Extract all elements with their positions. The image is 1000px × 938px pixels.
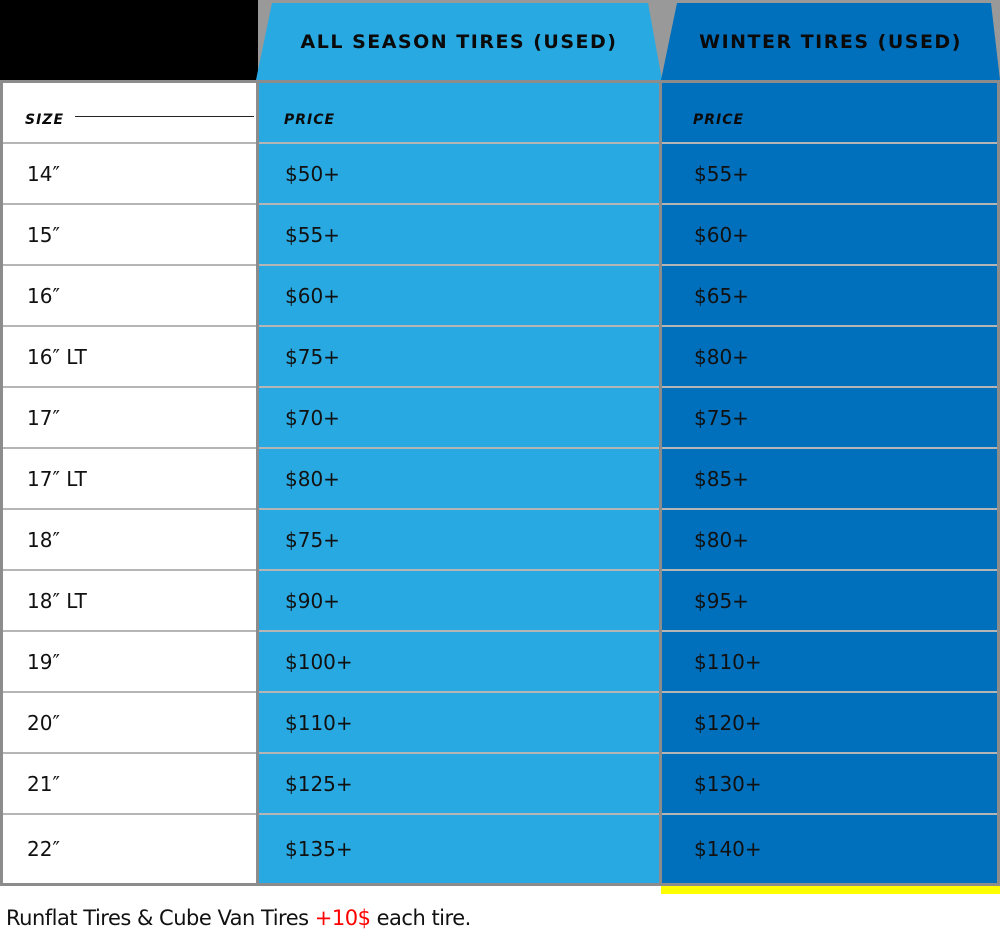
price-table: SIZE 14″ 15″ 16″ 16″ LT 17″ 17″ LT 18″ 1… [0, 80, 1000, 886]
size-cell: 16″ [27, 283, 60, 308]
table-row: 21″ [3, 754, 258, 815]
winter-price-cell: $80+ [694, 344, 749, 369]
table-row: $70+ [259, 388, 662, 449]
all-season-price-cell: $100+ [285, 649, 353, 674]
table-row: 22″ [3, 815, 258, 883]
size-cell: 22″ [27, 837, 60, 861]
winter-price-cell: $140+ [694, 837, 762, 861]
all-season-price-label: PRICE [284, 112, 336, 128]
table-row: $60+ [662, 205, 997, 266]
size-cell: 18″ [27, 527, 60, 552]
table-row: $75+ [662, 388, 997, 449]
size-cell: 18″ LT [27, 588, 87, 613]
all-season-column: PRICE $50+ $55+ $60+ $75+ $70+ $80+ $75+… [256, 80, 662, 886]
all-season-price-cell: $125+ [285, 771, 353, 796]
all-season-price-cell: $90+ [285, 588, 340, 613]
all-season-price-cell: $50+ [285, 161, 340, 186]
table-row: 14″ [3, 144, 258, 205]
table-row: $60+ [259, 266, 662, 327]
size-cell: 15″ [27, 222, 60, 247]
size-cell: 19″ [27, 649, 60, 674]
winter-price-label: PRICE [693, 112, 745, 128]
table-row: 15″ [3, 205, 258, 266]
size-cell: 17″ LT [27, 466, 87, 491]
table-row: $75+ [259, 510, 662, 571]
size-cell: 16″ LT [27, 344, 87, 369]
winter-header-tab: WINTER TIRES (USED) [661, 3, 1000, 80]
table-row: $125+ [259, 754, 662, 815]
winter-price-cell: $120+ [694, 710, 762, 735]
size-cell: 21″ [27, 771, 60, 796]
winter-price-cell: $60+ [694, 222, 749, 247]
winter-price-cell: $80+ [694, 527, 749, 552]
winter-price-cell: $55+ [694, 161, 749, 186]
all-season-price-cell: $110+ [285, 710, 353, 735]
footnote-prefix: Runflat Tires & Cube Van Tires [6, 906, 315, 930]
table-row: $110+ [259, 693, 662, 754]
table-row: $100+ [259, 632, 662, 693]
winter-price-cell: $85+ [694, 466, 749, 491]
table-row: 19″ [3, 632, 258, 693]
footnote-highlight: +10$ [314, 906, 371, 930]
table-row: 20″ [3, 693, 258, 754]
table-row: $135+ [259, 815, 662, 883]
winter-price-cell: $130+ [694, 771, 762, 796]
winter-column: PRICE $55+ $60+ $65+ $80+ $75+ $85+ $80+… [659, 80, 1000, 886]
all-season-price-cell: $55+ [285, 222, 340, 247]
table-row: 17″ [3, 388, 258, 449]
winter-price-cell: $75+ [694, 405, 749, 430]
size-column: SIZE 14″ 15″ 16″ 16″ LT 17″ 17″ LT 18″ 1… [0, 80, 258, 886]
winter-price-cell: $95+ [694, 588, 749, 613]
table-row: $50+ [259, 144, 662, 205]
all-season-price-cell: $70+ [285, 405, 340, 430]
all-season-price-cell: $75+ [285, 527, 340, 552]
table-row: 17″ LT [3, 449, 258, 510]
size-cell: 20″ [27, 710, 60, 735]
table-row: $90+ [259, 571, 662, 632]
table-row: 18″ LT [3, 571, 258, 632]
table-row: $65+ [662, 266, 997, 327]
winter-price-header: PRICE [662, 83, 997, 144]
table-row: 16″ LT [3, 327, 258, 388]
size-header-label: SIZE [25, 112, 65, 128]
table-row: $55+ [259, 205, 662, 266]
size-cell: 14″ [27, 161, 60, 186]
table-row: $80+ [662, 510, 997, 571]
table-row: $95+ [662, 571, 997, 632]
table-row: $120+ [662, 693, 997, 754]
all-season-header-tab: ALL SEASON TIRES (USED) [256, 3, 662, 80]
table-row: $55+ [662, 144, 997, 205]
table-row: $75+ [259, 327, 662, 388]
all-season-price-cell: $135+ [285, 837, 353, 861]
winter-price-cell: $110+ [694, 649, 762, 674]
all-season-price-cell: $75+ [285, 344, 340, 369]
all-season-title: ALL SEASON TIRES (USED) [300, 30, 618, 53]
accent-bar [661, 886, 1000, 894]
table-row: $80+ [259, 449, 662, 510]
table-row: 16″ [3, 266, 258, 327]
all-season-price-cell: $80+ [285, 466, 340, 491]
table-row: $85+ [662, 449, 997, 510]
header-corner-background [0, 0, 258, 80]
table-row: $140+ [662, 815, 997, 883]
table-row: $110+ [662, 632, 997, 693]
footnote-suffix: each tire. [370, 906, 472, 930]
winter-title: WINTER TIRES (USED) [699, 30, 962, 53]
size-cell: 17″ [27, 405, 60, 430]
footnote: Runflat Tires & Cube Van Tires +10$ each… [6, 906, 471, 930]
header-divider-line [75, 116, 254, 117]
winter-price-cell: $65+ [694, 283, 749, 308]
all-season-price-cell: $60+ [285, 283, 340, 308]
all-season-price-header: PRICE [259, 83, 662, 144]
table-row: $130+ [662, 754, 997, 815]
size-header-cell: SIZE [3, 83, 258, 144]
table-row: $80+ [662, 327, 997, 388]
table-row: 18″ [3, 510, 258, 571]
